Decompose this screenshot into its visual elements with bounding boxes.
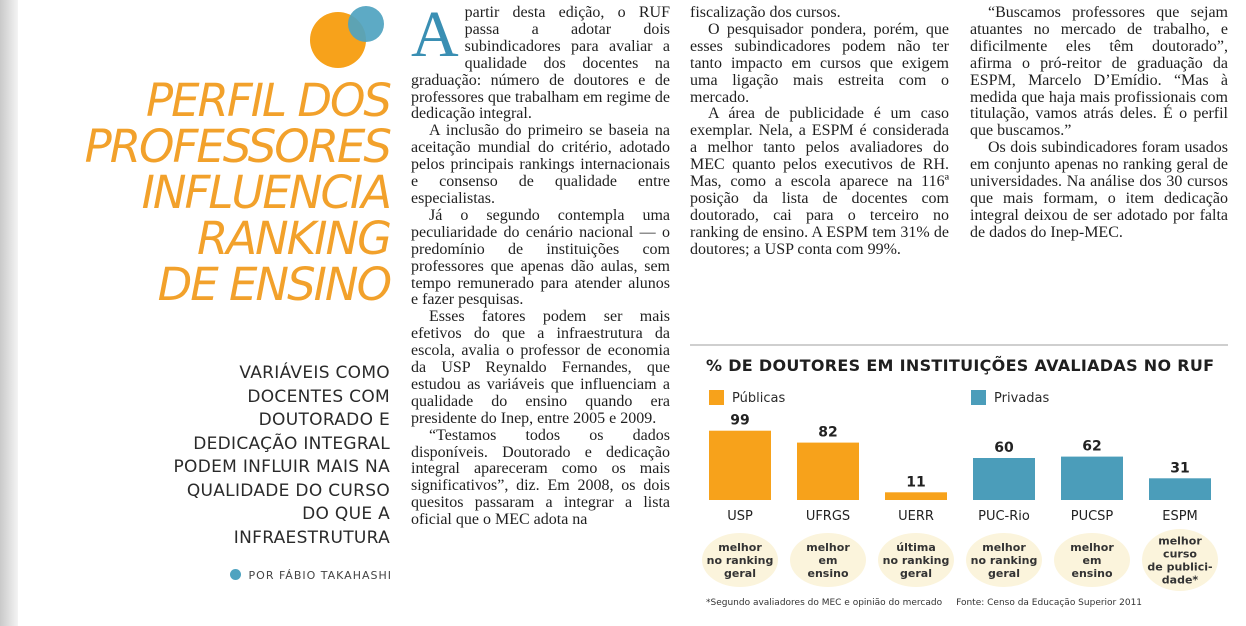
note-text: melhor (982, 541, 1026, 554)
paragraph: O pesquisador pondera, porém, que esses … (690, 20, 949, 106)
chart-title: % DE DOUTORES EM INSTITUIÇÕES AVALIADAS … (706, 356, 1215, 375)
article-column-2: fiscalização dos cursos. O pesquisador p… (690, 4, 949, 259)
drop-cap: A (411, 0, 459, 71)
note-text: no ranking (707, 554, 774, 567)
bar-value-label: 82 (818, 425, 837, 441)
bar (797, 442, 859, 500)
note-text: melhor (1070, 541, 1114, 554)
headline-line: PERFIL DOS (145, 74, 392, 127)
note-text: última (896, 541, 936, 554)
bar-value-label: 11 (906, 474, 925, 490)
paragraph: Já o segundo contempla uma peculiaridade… (411, 206, 670, 309)
article-column-1: A partir desta edição, o RUF passa a ado… (411, 0, 671, 529)
note-text: geral (988, 567, 1020, 580)
deck-subheadline: VARIÁVEIS COMO DOCENTES COM DOUTORADO E … (173, 363, 390, 548)
category-label: UERR (898, 509, 934, 524)
legend-label: Privadas (994, 391, 1050, 406)
paragraph: A inclusão do primeiro se baseia na acei… (411, 122, 670, 207)
note-badge (702, 533, 778, 587)
note-text: dade* (1162, 574, 1199, 587)
category-label: USP (727, 509, 753, 524)
note-text: ensino (808, 567, 849, 580)
paragraph: Os dois subindicadores foram usados em c… (970, 139, 1228, 241)
note-text: curso (1163, 548, 1197, 561)
note-text: no ranking (883, 554, 950, 567)
note-badge (966, 533, 1042, 587)
category-label: UFRGS (806, 509, 850, 524)
chart-footnote: *Segundo avaliadores do MEC e opinião do… (706, 598, 1226, 608)
category-label: ESPM (1162, 509, 1198, 524)
note-text: em (1083, 554, 1102, 567)
note-text: geral (900, 567, 932, 580)
bar (1061, 456, 1123, 500)
legend-swatch-privadas (971, 390, 986, 405)
byline-text: POR FÁBIO TAKAHASHI (248, 569, 392, 582)
bar-value-label: 60 (994, 440, 1014, 456)
chart-divider (690, 344, 1228, 346)
note-text: geral (724, 567, 756, 580)
paragraph: fiscalização dos cursos. (690, 4, 841, 21)
source-text: Fonte: Censo da Educação Superior 2011 (956, 598, 1143, 608)
paragraph: “Testamos todos os dados disponíveis. Do… (411, 426, 670, 529)
footnote-text: *Segundo avaliadores do MEC e opinião do… (706, 598, 943, 608)
bar (885, 492, 947, 500)
headline-line: PROFESSORES (84, 120, 392, 173)
logo-circles (310, 6, 384, 68)
bar (1149, 478, 1211, 500)
category-label: PUC-Rio (978, 509, 1030, 524)
byline: POR FÁBIO TAKAHASHI (212, 569, 392, 582)
page-gutter-shadow (0, 0, 18, 626)
bullet-dot-icon (229, 569, 241, 580)
note-text: de publici- (1147, 561, 1212, 574)
note-text: ensino (1072, 567, 1113, 580)
note-badge (1142, 529, 1218, 591)
paragraph: Esses fatores podem ser mais efetivos do… (411, 308, 670, 427)
legend-item-privadas: Privadas (971, 390, 1049, 406)
note-text: em (819, 554, 838, 567)
article-column-3: “Buscamos professores que sejam atuantes… (970, 4, 1228, 242)
note-text: no ranking (971, 554, 1038, 567)
bar (973, 458, 1035, 500)
note-badge (878, 533, 954, 587)
note-badge (1054, 533, 1130, 587)
note-badge (790, 533, 866, 587)
bar-value-label: 62 (1082, 439, 1101, 455)
note-text: melhor (718, 541, 762, 554)
legend-swatch-publicas (709, 390, 724, 405)
note-text: melhor (1158, 535, 1202, 548)
bar (709, 430, 771, 500)
legend-item-publicas: Públicas (709, 390, 785, 406)
paragraph: partir desta edição, o RUF passa a adota… (411, 4, 671, 123)
bar-value-label: 31 (1170, 460, 1189, 476)
headline-line: DE ENSINO (157, 258, 392, 311)
category-label: PUCSP (1071, 509, 1114, 524)
paragraph: “Buscamos professores que sejam atuantes… (970, 4, 1228, 140)
legend-label: Públicas (732, 391, 786, 406)
headline: PERFIL DOS PROFESSORES INFLUENCIA RANKIN… (40, 74, 392, 311)
paragraph: A área de publicidade é um caso exemplar… (690, 105, 949, 258)
note-text: melhor (806, 541, 850, 554)
bar-value-label: 99 (730, 413, 749, 429)
headline-line: RANKING (196, 212, 392, 265)
headline-line: INFLUENCIA (141, 166, 392, 219)
